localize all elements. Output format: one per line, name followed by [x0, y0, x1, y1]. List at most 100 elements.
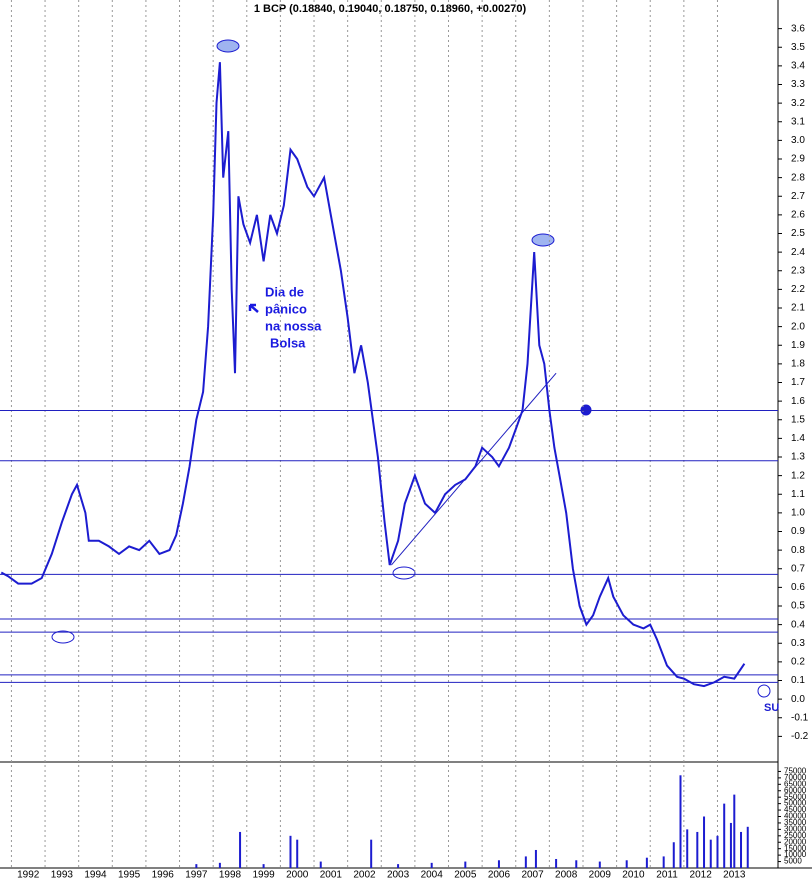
- volume-bar: [672, 842, 675, 868]
- volume-bar: [464, 861, 467, 868]
- volume-bar: [740, 831, 743, 868]
- volume-tick-label: 20000: [784, 837, 807, 846]
- x-tick-label: 1996: [152, 870, 175, 880]
- volume-tick-label: 15000: [784, 844, 807, 853]
- annotation-line: pânico: [265, 301, 307, 316]
- x-tick-label: 1999: [252, 870, 275, 880]
- y-tick-label: 1.6: [791, 396, 805, 407]
- x-tick-label: 2007: [521, 870, 544, 880]
- volume-bar: [239, 831, 242, 868]
- y-tick-label: 1.3: [791, 452, 805, 463]
- chart-title: 1 BCP (0.18840, 0.19040, 0.18750, 0.1896…: [254, 3, 527, 15]
- annotation-arrow: [248, 303, 259, 313]
- x-tick-label: 2001: [320, 870, 343, 880]
- volume-bar: [397, 864, 400, 868]
- y-tick-label: 0.8: [791, 545, 805, 556]
- price-line: [0, 62, 746, 688]
- y-tick-label: 0.2: [791, 657, 805, 668]
- y-tick-label: 2.3: [791, 265, 805, 276]
- volume-bar: [662, 856, 665, 868]
- y-tick-label: 2.9: [791, 154, 805, 165]
- x-tick-label: 2008: [555, 870, 578, 880]
- x-tick-label: 1992: [17, 870, 40, 880]
- x-tick-label: 2006: [488, 870, 511, 880]
- volume-bar: [598, 861, 601, 868]
- x-tick-label: 2012: [690, 870, 713, 880]
- y-tick-label: 1.0: [791, 508, 805, 519]
- y-tick-label: 3.2: [791, 98, 805, 109]
- volume-bar: [289, 835, 292, 868]
- volume-tick-label: 75000: [784, 767, 807, 776]
- y-tick-label: 2.5: [791, 228, 805, 239]
- y-tick-label: 3.5: [791, 42, 805, 53]
- y-tick-label: 1.8: [791, 359, 805, 370]
- volume-tick-label: 10000: [784, 850, 807, 859]
- volume-tick-label: 50000: [784, 799, 807, 808]
- volume-bar: [319, 861, 322, 868]
- y-tick-label: 0.5: [791, 601, 805, 612]
- y-tick-label: 3.0: [791, 135, 805, 146]
- x-tick-label: 2000: [286, 870, 309, 880]
- x-tick-label: 2003: [387, 870, 410, 880]
- y-tick-label: 2.8: [791, 172, 805, 183]
- volume-bar: [729, 822, 732, 868]
- y-tick-label: 2.7: [791, 191, 805, 202]
- volume-bar: [733, 794, 736, 868]
- volume-bar: [262, 864, 265, 868]
- volume-bar: [696, 831, 699, 868]
- volume-tick-label: 35000: [784, 818, 807, 827]
- volume-tick-label: 45000: [784, 805, 807, 814]
- y-tick-label: 2.4: [791, 247, 805, 258]
- y-tick-label: 0.9: [791, 526, 805, 537]
- y-tick-label: 1.9: [791, 340, 805, 351]
- y-tick-label: 2.1: [791, 303, 805, 314]
- x-tick-label: 1993: [51, 870, 74, 880]
- y-tick-label: 3.6: [791, 23, 805, 34]
- volume-bar: [703, 816, 706, 868]
- y-tick-label: -0.1: [791, 712, 809, 723]
- annotation-line: Bolsa: [270, 335, 306, 350]
- volume-bar: [746, 826, 749, 868]
- x-tick-label: 1997: [185, 870, 208, 880]
- y-tick-label: 2.6: [791, 210, 805, 221]
- y-tick-label: 1.4: [791, 433, 805, 444]
- x-tick-label: 2011: [656, 870, 678, 880]
- volume-tick-label: 5000: [784, 857, 802, 866]
- y-tick-label: 0.0: [791, 694, 805, 705]
- y-tick-label: 3.1: [791, 116, 805, 127]
- volume-bar: [534, 849, 537, 868]
- volume-bar: [716, 835, 719, 868]
- icons: [51, 39, 771, 698]
- volume-bar: [524, 856, 527, 868]
- y-tick-label: 1.5: [791, 414, 805, 425]
- y-tick-label: 3.3: [791, 79, 805, 90]
- volume-tick-label: 60000: [784, 786, 807, 795]
- x-tick-label: 1994: [84, 870, 107, 880]
- y-tick-label: 0.1: [791, 675, 805, 686]
- volume-bar: [575, 860, 578, 868]
- annotation-line: Dia de: [265, 284, 304, 299]
- volume-tick-label: 30000: [784, 824, 807, 833]
- volume-tick-label: 25000: [784, 831, 807, 840]
- x-tick-label: 2013: [723, 870, 746, 880]
- volume-bar: [709, 839, 712, 868]
- volume-bar: [195, 864, 198, 868]
- x-tick-label: 2005: [454, 870, 477, 880]
- y-tick-label: 0.3: [791, 638, 805, 649]
- y-tick-label: 1.7: [791, 377, 805, 388]
- volume-bar: [625, 860, 628, 868]
- volume-tick-label: 55000: [784, 792, 807, 801]
- volume-bar: [497, 860, 500, 868]
- annotation-line: na nossa: [265, 318, 322, 333]
- volume-tick-label: 65000: [784, 779, 807, 788]
- x-tick-label: 2010: [622, 870, 645, 880]
- x-tick-label: 1995: [118, 870, 141, 880]
- volume-bar: [723, 803, 726, 868]
- volume-bar: [218, 862, 221, 868]
- smile-icon: [757, 684, 771, 698]
- volume-bar: [555, 858, 558, 868]
- volume-tick-label: 70000: [784, 773, 807, 782]
- volume-bar: [679, 775, 682, 868]
- volume-bar: [296, 839, 299, 868]
